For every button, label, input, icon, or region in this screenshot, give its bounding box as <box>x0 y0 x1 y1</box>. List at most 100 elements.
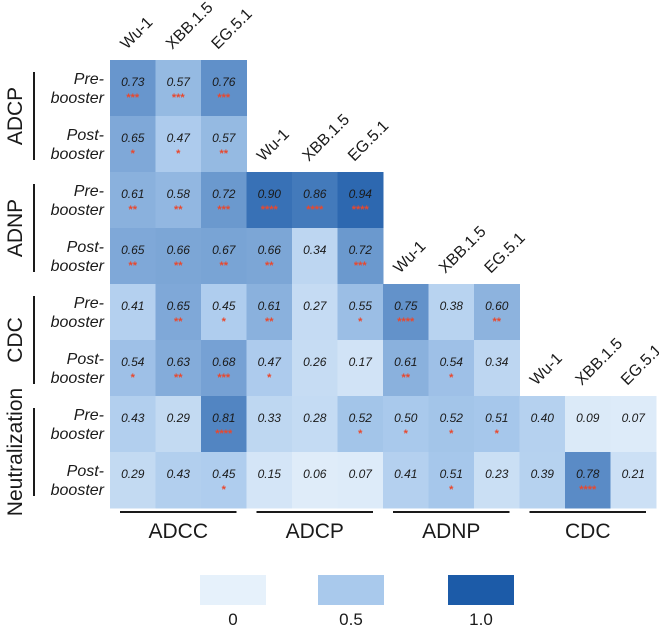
heatmap-cell <box>474 396 520 453</box>
row-group-label: CDC <box>4 317 27 363</box>
significance-stars: * <box>495 428 500 440</box>
cell-value: 0.61 <box>121 187 144 201</box>
heatmap-cell <box>201 228 247 285</box>
row-label: Pre- <box>74 183 104 200</box>
heatmap-cell <box>383 396 429 453</box>
column-label: XBB.1.5 <box>300 111 354 165</box>
cell-value: 0.52 <box>440 411 464 425</box>
cell-value: 0.75 <box>394 299 418 313</box>
significance-stars: *** <box>217 372 231 384</box>
legend-swatch <box>200 575 266 605</box>
heatmap-cell <box>201 284 247 341</box>
heatmap-cell <box>383 340 429 397</box>
significance-stars: * <box>222 316 227 328</box>
significance-stars: ** <box>174 204 183 216</box>
row-group-label: ADCP <box>4 87 27 145</box>
significance-stars: **** <box>261 204 279 216</box>
cell-value: 0.50 <box>394 411 418 425</box>
heatmap-cell <box>383 452 429 509</box>
cell-value: 0.34 <box>303 243 327 257</box>
heatmap-cell <box>201 60 247 117</box>
significance-stars: ** <box>219 260 228 272</box>
significance-stars: * <box>222 484 227 496</box>
column-group-label: ADNP <box>422 520 480 543</box>
significance-stars: * <box>404 428 409 440</box>
legend-swatch <box>318 575 384 605</box>
legend-label: 0 <box>228 610 237 629</box>
significance-stars: ** <box>128 260 137 272</box>
cell-value: 0.94 <box>349 187 373 201</box>
cell-value: 0.54 <box>440 355 464 369</box>
cell-value: 0.40 <box>531 411 555 425</box>
heatmap-cell <box>337 340 384 397</box>
row-label: Pre- <box>74 71 104 88</box>
heatmap-cell <box>246 396 293 453</box>
significance-stars: ** <box>492 316 501 328</box>
row-label: Post- <box>67 351 104 368</box>
heatmap-cell <box>246 340 293 397</box>
cell-value: 0.43 <box>121 411 145 425</box>
heatmap-cell <box>201 452 247 509</box>
significance-stars: * <box>131 148 136 160</box>
column-group-label: ADCC <box>148 520 208 543</box>
significance-stars: ** <box>128 204 137 216</box>
cell-value: 0.60 <box>485 299 509 313</box>
heatmap-cell <box>110 452 156 509</box>
cell-value: 0.47 <box>167 131 192 145</box>
heatmap-cell <box>474 284 520 341</box>
cell-value: 0.68 <box>212 355 236 369</box>
heatmap-cell <box>155 172 202 229</box>
row-label: Post- <box>67 463 104 480</box>
heatmap-cell <box>474 452 520 509</box>
cell-value: 0.29 <box>167 411 191 425</box>
heatmap-cell <box>428 340 475 397</box>
significance-stars: * <box>176 148 181 160</box>
heatmap-cell <box>155 340 202 397</box>
row-label: booster <box>51 90 105 107</box>
cell-value: 0.61 <box>258 299 281 313</box>
cell-value: 0.07 <box>349 467 374 481</box>
significance-stars: ** <box>219 148 228 160</box>
column-label: XBB.1.5 <box>163 0 217 53</box>
column-label: EG.5.1 <box>482 230 529 277</box>
cell-value: 0.72 <box>212 187 236 201</box>
heatmap-cell <box>292 228 338 285</box>
significance-stars: **** <box>579 484 597 496</box>
row-label: booster <box>51 482 105 499</box>
significance-stars: * <box>358 316 363 328</box>
cell-value: 0.65 <box>121 243 145 257</box>
heatmap-cell <box>201 340 247 397</box>
significance-stars: **** <box>352 204 370 216</box>
heatmap-cell <box>201 396 247 453</box>
heatmap-cell <box>337 396 384 453</box>
cell-value: 0.51 <box>440 467 463 481</box>
significance-stars: * <box>449 484 454 496</box>
cell-value: 0.54 <box>121 355 145 369</box>
column-label: XBB.1.5 <box>573 335 627 389</box>
column-label: EG.5.1 <box>345 118 392 165</box>
heatmap-cell <box>383 284 429 341</box>
heatmap-cell <box>519 452 566 509</box>
cell-value: 0.90 <box>258 187 282 201</box>
row-label: booster <box>51 426 105 443</box>
cell-value: 0.39 <box>531 467 555 481</box>
cell-value: 0.63 <box>167 355 191 369</box>
significance-stars: * <box>267 372 272 384</box>
significance-stars: *** <box>217 92 231 104</box>
heatmap-cell <box>428 284 475 341</box>
heatmap-cell <box>246 228 293 285</box>
cell-value: 0.23 <box>485 467 509 481</box>
significance-stars: *** <box>217 204 231 216</box>
heatmap-cell <box>610 396 657 453</box>
cell-value: 0.57 <box>167 75 192 89</box>
cell-value: 0.58 <box>167 187 191 201</box>
cell-value: 0.86 <box>303 187 327 201</box>
significance-stars: *** <box>354 260 368 272</box>
cell-value: 0.61 <box>394 355 417 369</box>
heatmap-cell <box>292 452 338 509</box>
cell-value: 0.78 <box>576 467 600 481</box>
heatmap-cell <box>246 284 293 341</box>
column-label: Wu-1 <box>118 14 157 53</box>
legend-swatch <box>448 575 514 605</box>
row-label: Pre- <box>74 407 104 424</box>
